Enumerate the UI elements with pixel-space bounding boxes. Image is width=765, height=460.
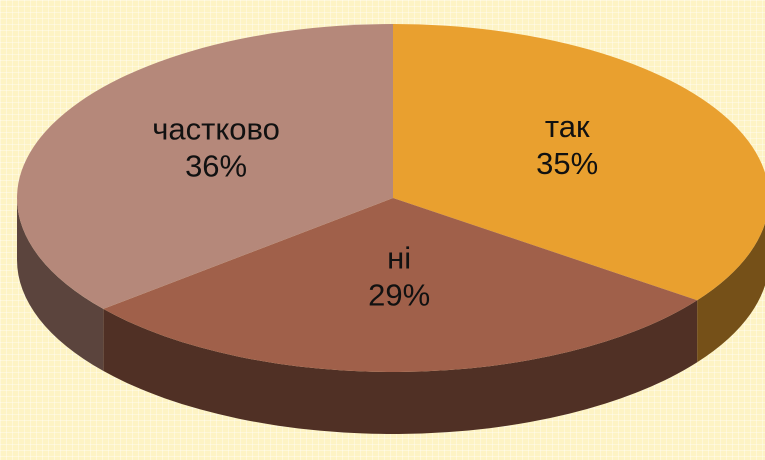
value-label: 29%: [368, 278, 430, 313]
category-label: частково: [152, 112, 280, 147]
slice-side: [697, 223, 765, 363]
slice: [103, 198, 698, 372]
slice: [16, 24, 393, 309]
category-label: так: [545, 109, 590, 144]
slice-side: [17, 198, 104, 371]
slice: [393, 24, 765, 301]
slice-side: [103, 300, 698, 435]
value-label: 35%: [536, 146, 598, 181]
value-label: 36%: [185, 149, 247, 184]
category-label: ні: [387, 241, 411, 276]
